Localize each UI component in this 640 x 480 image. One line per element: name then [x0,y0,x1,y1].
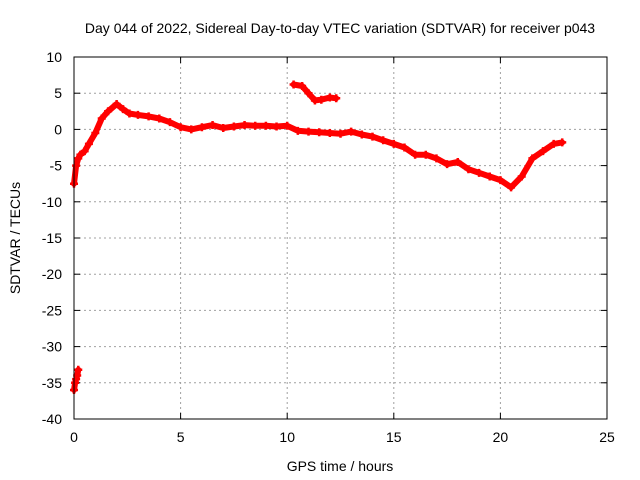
data-point [549,139,558,148]
data-point [208,121,217,130]
data-point [496,176,505,185]
y-tick-label: 0 [54,121,62,137]
data-point [464,165,473,174]
grid [74,57,607,419]
data-point [389,139,398,148]
x-tick-label: 15 [386,429,402,445]
data-point [144,112,153,121]
chart-title: Day 044 of 2022, Sidereal Day-to-day VTE… [85,20,595,36]
data-point [119,105,128,114]
data-point [304,127,313,136]
y-tick-label: -5 [50,158,63,174]
data-point [443,160,452,169]
data-point [528,154,537,163]
data-marks [70,80,567,395]
x-tick-label: 20 [493,429,509,445]
y-tick-label: -10 [42,194,62,210]
data-point [507,183,516,192]
data-point [187,125,196,134]
data-point [368,132,377,141]
data-point [104,107,113,116]
data-point [76,150,85,159]
data-point [347,127,356,136]
y-tick-label: -20 [42,266,62,282]
data-point [80,147,89,156]
data-point [229,122,238,131]
data-point [251,121,260,130]
x-axis-label: GPS time / hours [287,458,394,474]
x-tick-label: 10 [279,429,295,445]
data-point [72,161,81,170]
y-tick-label: 10 [46,49,62,65]
data-point [539,147,548,156]
data-point [261,121,270,130]
data-point [125,109,134,118]
data-point [84,139,93,148]
data-point [155,114,164,123]
data-point [272,122,281,131]
data-point [332,94,341,103]
y-tick-label: -30 [42,339,62,355]
data-point [240,121,249,130]
data-point [558,138,567,147]
data-point [432,154,441,163]
data-point [293,126,302,135]
data-point [400,143,409,152]
data-point [411,150,420,159]
y-tick-label: 5 [54,85,62,101]
ticks: 0 5 10 15 20 25 10 5 0 -5 -10 -15 -20 -25 -30 -35 -40 [42,49,615,445]
data-point [91,129,100,138]
x-tick-label: 25 [599,429,615,445]
data-point [379,136,388,145]
data-point [336,129,345,138]
data-point [219,123,228,132]
data-point [283,121,292,130]
data-point [298,81,307,90]
data-point [112,100,121,109]
data-point [475,168,484,177]
data-point [421,150,430,159]
data-point [197,123,206,132]
data-point [315,128,324,137]
data-point [325,129,334,138]
data-point [317,95,326,104]
plot-frame [73,56,608,420]
x-tick-label: 0 [70,429,78,445]
data-point [289,80,298,89]
y-tick-label: -35 [42,375,62,391]
data-point [357,130,366,139]
data-point [485,172,494,181]
data-point [74,365,83,374]
data-point [97,114,106,123]
data-point [517,172,526,181]
data-point [165,118,174,127]
y-tick-label: -15 [42,230,62,246]
data-point [304,89,313,98]
y-tick-label: -25 [42,302,62,318]
data-point [133,110,142,119]
data-point [176,123,185,132]
y-axis-label: SDTVAR / TECUs [7,182,23,294]
y-tick-label: -40 [42,411,62,427]
data-point [453,157,462,166]
x-tick-label: 5 [177,429,185,445]
